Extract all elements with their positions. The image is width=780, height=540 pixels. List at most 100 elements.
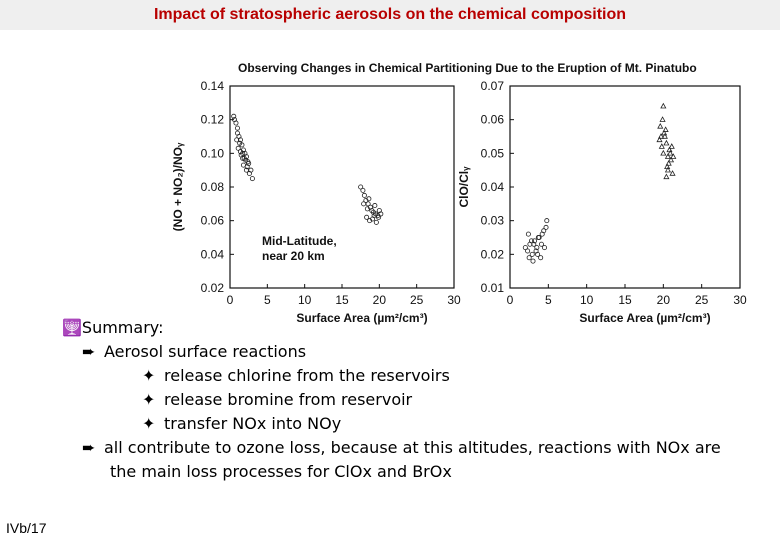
data-point-triangle (662, 126, 669, 132)
y-axis-label: ClO/Clᵧ (457, 166, 471, 208)
data-point-circle (361, 192, 367, 198)
item-ozone-loss-continued: the main loss processes for ClOx and BrO… (62, 460, 762, 484)
data-point-circle (526, 255, 532, 261)
data-point-circle (243, 167, 249, 173)
y-tick-label: 0.12 (201, 113, 225, 127)
data-point-circle (240, 155, 246, 161)
data-point-triangle (663, 173, 670, 180)
y-tick-label: 0.08 (201, 180, 225, 194)
left-panel: 0 5 10 15 20 25 30 0.14 0.12 0.10 0.08 0.06 0.04 0.02… (171, 79, 461, 325)
item-ozone-loss-text: all contribute to ozone loss, because at… (104, 438, 721, 457)
x-tick-label: 25 (410, 293, 424, 307)
data-point-triangle (660, 149, 667, 156)
data-point-circle (530, 258, 536, 264)
sub-item-chlorine-text: release chlorine from the reservoirs (164, 366, 450, 385)
y-tick-label: 0.02 (481, 247, 505, 261)
item-ozone-loss-text-2: the main loss processes for ClOx and BrO… (110, 462, 452, 481)
slide-title: Impact of stratospheric aerosols on the … (153, 6, 627, 23)
y-tick-label: 0.02 (201, 281, 225, 295)
data-point-circle (360, 187, 366, 193)
plot-frame (509, 85, 741, 289)
summary: 🕎Summary: ➨ Aerosol surface reactions ✦ re… (62, 316, 762, 484)
summary-heading: Summary: (81, 318, 164, 337)
sub-item-bromine-text: release bromine from reservoir (164, 390, 413, 409)
data-point-triangle (661, 129, 668, 136)
data-point-circle (237, 140, 243, 146)
data-point-triangle (668, 143, 675, 149)
data-point-circle (538, 241, 544, 247)
title-bar (0, 0, 780, 30)
x-tick-label: 10 (580, 293, 594, 307)
data-point-circle (234, 130, 240, 136)
data-point-circle (543, 224, 549, 230)
sub-item-nox: ✦ transfer NOx into NOy (62, 412, 762, 436)
data-point-circle (364, 214, 370, 220)
data-point-triangle (664, 153, 672, 159)
data-point-circle (538, 255, 544, 261)
data-point-triangle (660, 102, 667, 109)
y-tick-label: 0.05 (481, 146, 505, 160)
data-point-circle (364, 206, 370, 212)
x-tick-label: 15 (335, 293, 349, 307)
data-point-circle (528, 238, 534, 244)
data-point-circle (371, 213, 377, 219)
data-point-circle (235, 145, 241, 151)
data-point-circle (544, 218, 550, 224)
data-point-triangle (657, 133, 665, 139)
x-tick-label: 25 (695, 293, 709, 307)
data-point-circle (240, 162, 246, 168)
y-tick-label: 0.04 (201, 247, 225, 261)
item-aerosol-text: Aerosol surface reactions (104, 342, 307, 361)
data-point-circle (534, 245, 540, 251)
data-point-circle (529, 251, 535, 257)
y-tick-label: 0.14 (201, 79, 225, 93)
data-point-circle (378, 211, 384, 217)
pinatubo-figure: Observing Changes in Chemical Partitioni… (168, 50, 750, 335)
data-point-triangle (670, 153, 677, 159)
arrow-icon: ➨ (82, 438, 96, 457)
y-tick-label: 0.01 (481, 281, 505, 295)
x-tick-label: 15 (618, 293, 632, 307)
data-point-circle (361, 201, 367, 207)
data-point-triangle (664, 166, 672, 173)
y-tick-label: 0.03 (481, 214, 505, 228)
x-tick-label: 20 (373, 293, 387, 307)
data-point-circle (231, 117, 237, 123)
y-tick-label: 0.06 (481, 113, 505, 127)
data-point-circle (234, 125, 240, 131)
data-point-circle (237, 149, 243, 155)
data-point-triangle (669, 170, 676, 176)
slide-number: IVb/17 (6, 520, 47, 536)
star-bullet-icon: ✦ (142, 390, 156, 409)
data-point-circle (234, 137, 240, 143)
data-point-triangle (665, 159, 672, 166)
star-bullet-icon: ✦ (142, 414, 156, 433)
sub-item-chlorine: ✦ release chlorine from the reservoirs (62, 364, 762, 388)
sub-item-bromine: ✦ release bromine from reservoir (62, 388, 762, 412)
data-point-triangle (661, 133, 668, 139)
data-point-circle (533, 248, 539, 254)
data-point-triangle (657, 122, 664, 129)
arrow-icon: ➨ (82, 342, 96, 361)
x-axis-label: Surface Area (µm²/cm³) (296, 311, 427, 325)
data-point-circle (522, 245, 528, 251)
data-point-circle (246, 171, 252, 177)
data-point-triangle (658, 143, 665, 149)
item-ozone-loss: ➨ all contribute to ozone loss, because a… (62, 436, 762, 460)
annotation-line1: Mid-Latitude, (262, 234, 337, 248)
data-point-triangle (659, 116, 666, 122)
y-tick-label: 0.07 (481, 79, 505, 93)
item-aerosol: ➨ Aerosol surface reactions (62, 340, 762, 364)
data-point-circle (372, 203, 378, 209)
y-tick-label: 0.06 (201, 214, 225, 228)
x-tick-label: 0 (227, 293, 234, 307)
summary-heading-row: 🕎Summary: (62, 316, 762, 340)
star-bullet-icon: ✦ (142, 366, 156, 385)
data-point-circle (539, 231, 545, 237)
x-tick-label: 5 (264, 293, 271, 307)
data-point-circle (249, 176, 255, 182)
data-point-circle (231, 113, 237, 119)
data-point-triangle (656, 136, 663, 143)
data-point-circle (376, 214, 382, 220)
x-tick-label: 30 (733, 293, 747, 307)
